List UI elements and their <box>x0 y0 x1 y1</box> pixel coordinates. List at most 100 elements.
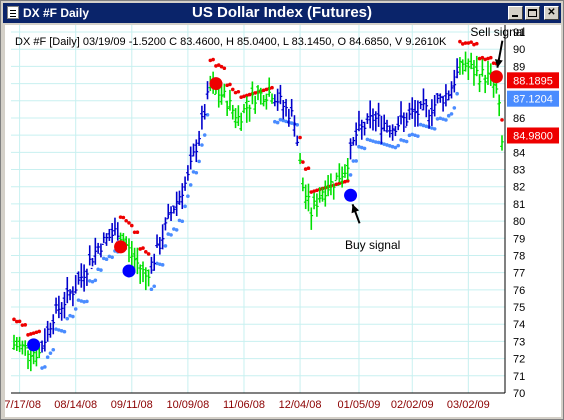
y-tick-label: 70 <box>513 388 525 400</box>
x-tick-label: 11/06/08 <box>223 399 265 411</box>
stop-dot <box>463 41 468 45</box>
stop-dot <box>160 263 165 267</box>
stop-dot <box>149 287 154 292</box>
stop-dot <box>205 113 210 117</box>
stop-dot <box>228 82 232 87</box>
stop-dot <box>17 319 22 324</box>
title-bar[interactable]: DX #F Daily US Dollar Index (Futures) ✕ <box>3 3 561 23</box>
stop-dot <box>244 93 249 98</box>
sell-signal-marker[interactable] <box>114 240 128 254</box>
stop-dot <box>211 57 215 62</box>
stop-dot <box>455 91 459 96</box>
stop-dot <box>144 250 148 254</box>
stop-dot <box>208 58 213 63</box>
stop-dot <box>23 323 28 327</box>
y-tick-label: 76 <box>513 285 525 297</box>
stop-dot <box>197 159 201 164</box>
y-tick-label: 89 <box>513 61 525 73</box>
stop-dot <box>59 329 64 333</box>
stop-dot <box>20 323 25 327</box>
stop-dot <box>365 137 370 142</box>
minimize-button[interactable] <box>508 6 523 20</box>
stop-dot <box>230 87 235 92</box>
stop-dot <box>491 61 496 65</box>
x-tick-label: 02/02/09 <box>391 399 434 411</box>
stop-dot <box>432 127 437 131</box>
buy-signal-marker[interactable] <box>122 264 136 278</box>
y-tick-label: 83 <box>513 165 525 177</box>
stop-dot <box>124 218 128 223</box>
stop-dot <box>40 366 44 370</box>
stop-dot <box>500 118 504 122</box>
y-tick-label: 81 <box>513 199 525 211</box>
stop-dot <box>172 227 176 231</box>
stop-dot <box>488 55 493 60</box>
stop-dot <box>12 317 16 322</box>
stop-dot <box>449 112 454 116</box>
stop-dot <box>51 347 56 352</box>
sell-signal-marker[interactable] <box>489 70 503 84</box>
last-value-label: 84.9800 <box>513 130 553 142</box>
stop-dot <box>483 57 487 62</box>
window-icon[interactable] <box>7 6 19 19</box>
stop-dot <box>236 89 241 94</box>
stop-dot <box>278 117 283 122</box>
y-tick-label: 82 <box>513 182 525 194</box>
y-tick-label: 71 <box>513 371 525 383</box>
stop-dot <box>242 94 246 99</box>
stop-dot <box>306 166 311 171</box>
stop-dot <box>270 85 274 90</box>
buy-signal-marker[interactable] <box>344 188 358 202</box>
y-tick-label: 86 <box>513 113 525 125</box>
stop-dot <box>376 140 381 145</box>
y-tick-label: 72 <box>513 354 525 366</box>
stop-dot <box>298 135 302 140</box>
buy-signal-arrow-head <box>351 204 360 214</box>
stop-dot <box>469 40 473 44</box>
stop-dot <box>354 159 358 163</box>
stop-dot <box>68 313 72 318</box>
stop-dot <box>438 116 443 121</box>
stop-dot <box>315 188 319 193</box>
stop-dot <box>264 87 269 92</box>
stop-dot <box>65 316 70 321</box>
close-button[interactable]: ✕ <box>544 6 559 20</box>
stop-dot <box>146 252 151 256</box>
buy-signal-marker[interactable] <box>27 338 41 352</box>
stop-dot <box>152 284 157 289</box>
stop-dot <box>141 246 145 250</box>
stop-dot <box>129 223 134 228</box>
stop-dot <box>233 90 238 95</box>
last-value-label: 88.1895 <box>513 75 553 87</box>
chart-area[interactable]: Sell signal Buy signal 70 71 72 73 74 75 76 77 78… <box>5 25 561 417</box>
x-tick-label: 07/17/08 <box>5 399 41 411</box>
stop-dot <box>253 91 257 95</box>
price-chart[interactable]: Sell signal Buy signal 70 71 72 73 74 75 76 77 78… <box>5 25 561 417</box>
stop-dot <box>186 194 190 198</box>
stop-dot <box>118 215 123 219</box>
stop-dot <box>200 143 204 147</box>
window-title: DX #F Daily <box>23 6 90 20</box>
stop-dot <box>73 307 78 311</box>
stop-dot <box>127 221 131 225</box>
maximize-button[interactable] <box>525 6 540 20</box>
stop-dot <box>444 118 448 122</box>
x-tick-label: 01/05/09 <box>338 399 381 411</box>
y-tick-label: 77 <box>513 268 525 280</box>
y-tick-label: 73 <box>513 336 525 348</box>
stop-dot <box>219 64 224 69</box>
y-tick-label: 78 <box>513 250 525 262</box>
y-tick-label: 84 <box>513 147 525 159</box>
stop-dot <box>421 123 426 128</box>
stop-dot <box>334 182 339 187</box>
last-value-box <box>507 72 559 89</box>
stop-dot <box>57 328 61 332</box>
sell-signal-marker[interactable] <box>209 77 223 91</box>
stop-dot <box>402 138 406 143</box>
stop-dot <box>174 228 179 232</box>
stop-dot <box>458 39 462 44</box>
stop-dot <box>110 255 114 260</box>
x-tick-label: 09/11/08 <box>111 399 153 411</box>
stop-dot <box>202 133 207 137</box>
